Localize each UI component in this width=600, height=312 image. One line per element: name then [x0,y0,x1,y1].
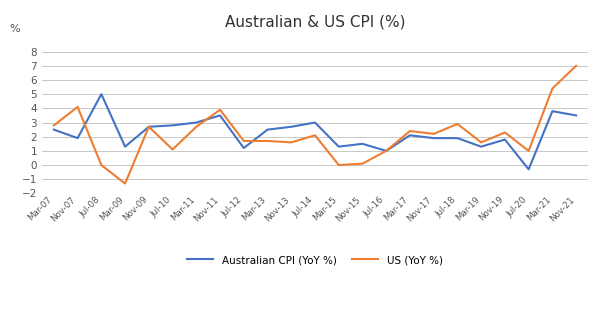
Australian CPI (YoY %) [145,125,152,129]
US (YoY %) [406,129,413,133]
Australian CPI (YoY %) [240,146,247,150]
Title: Australian & US CPI (%): Australian & US CPI (%) [225,14,405,29]
Australian CPI (YoY %) [359,142,366,146]
US (YoY %) [525,149,532,153]
Australian CPI (YoY %) [287,125,295,129]
US (YoY %) [169,148,176,151]
US (YoY %) [335,163,343,167]
Legend: Australian CPI (YoY %), US (YoY %): Australian CPI (YoY %), US (YoY %) [183,251,447,269]
US (YoY %) [478,140,485,144]
US (YoY %) [502,131,509,134]
Australian CPI (YoY %) [454,136,461,140]
US (YoY %) [311,134,319,137]
Australian CPI (YoY %) [264,128,271,131]
US (YoY %) [193,125,200,129]
US (YoY %) [74,105,81,109]
US (YoY %) [50,124,58,127]
Text: %: % [9,24,20,34]
Australian CPI (YoY %) [217,114,224,117]
Australian CPI (YoY %) [383,149,390,153]
US (YoY %) [549,87,556,90]
US (YoY %) [430,132,437,136]
Australian CPI (YoY %) [50,128,58,131]
US (YoY %) [98,163,105,167]
Australian CPI (YoY %) [193,121,200,124]
Line: US (YoY %): US (YoY %) [54,66,576,183]
US (YoY %) [240,139,247,143]
Australian CPI (YoY %) [98,92,105,96]
Line: Australian CPI (YoY %): Australian CPI (YoY %) [54,94,576,169]
US (YoY %) [359,162,366,166]
Australian CPI (YoY %) [335,145,343,149]
Australian CPI (YoY %) [549,109,556,113]
Australian CPI (YoY %) [311,121,319,124]
Australian CPI (YoY %) [572,114,580,117]
Australian CPI (YoY %) [430,136,437,140]
US (YoY %) [121,182,128,185]
US (YoY %) [287,140,295,144]
Australian CPI (YoY %) [525,168,532,171]
US (YoY %) [572,64,580,68]
Australian CPI (YoY %) [74,136,81,140]
US (YoY %) [264,139,271,143]
Australian CPI (YoY %) [121,145,128,149]
US (YoY %) [217,108,224,112]
Australian CPI (YoY %) [478,145,485,149]
US (YoY %) [454,122,461,126]
Australian CPI (YoY %) [502,138,509,141]
Australian CPI (YoY %) [169,124,176,127]
US (YoY %) [383,149,390,153]
Australian CPI (YoY %) [406,134,413,137]
US (YoY %) [145,125,152,129]
